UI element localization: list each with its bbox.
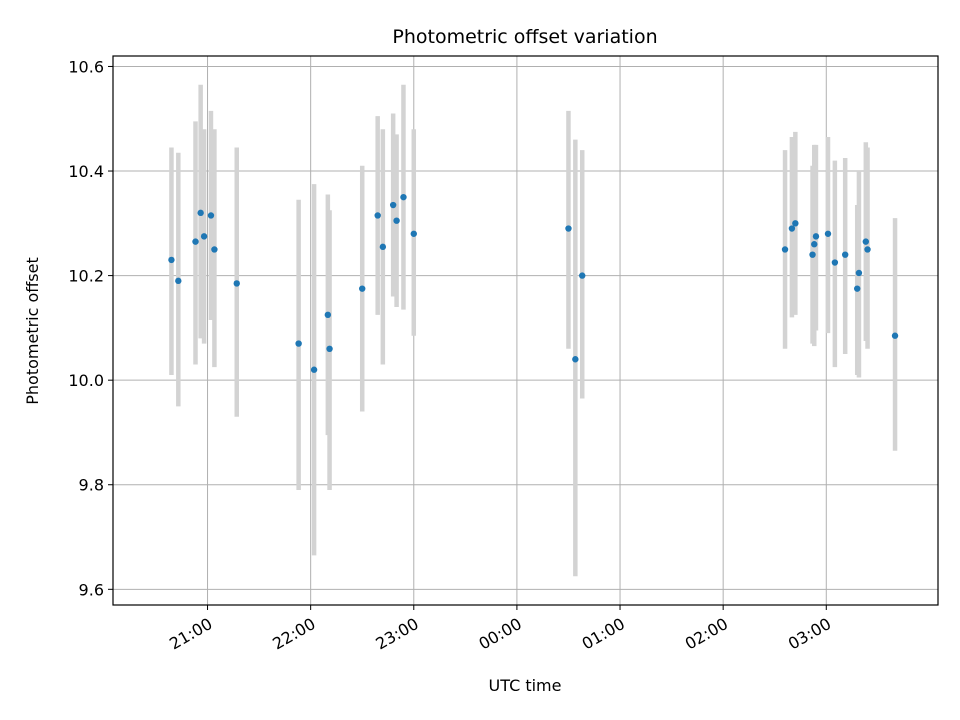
data-point (200, 233, 208, 240)
data-point (295, 340, 302, 347)
data-point (841, 251, 849, 258)
y-tick-label: 10.6 (68, 57, 104, 76)
data-point (891, 332, 899, 339)
data-point (374, 212, 381, 219)
data-point (175, 277, 182, 285)
point-layer (168, 193, 899, 373)
chart-title: Photometric offset variation (392, 26, 657, 48)
data-point (824, 230, 832, 237)
data-point (579, 272, 586, 279)
data-point (812, 233, 820, 240)
data-point (389, 201, 397, 209)
data-point (811, 241, 818, 248)
data-point (324, 311, 332, 319)
y-tick-label: 10.2 (68, 267, 104, 286)
data-point (862, 238, 870, 245)
data-point (168, 256, 175, 264)
data-point (379, 243, 387, 251)
data-point (855, 269, 863, 277)
y-axis: 9.6 9.8 10.0 10.2 10.4 10.6 (68, 57, 113, 599)
data-point (207, 212, 215, 219)
data-point (192, 238, 199, 245)
data-point (864, 246, 871, 253)
data-point (197, 209, 204, 217)
data-point (831, 259, 839, 266)
data-point (211, 246, 218, 253)
data-point (809, 251, 816, 258)
data-point (233, 280, 240, 287)
y-tick-label: 10.0 (68, 371, 104, 390)
y-tick-label: 9.6 (79, 580, 104, 599)
data-point (792, 220, 799, 227)
data-point (359, 285, 366, 292)
data-point (310, 366, 318, 373)
y-tick-label: 10.4 (68, 162, 104, 181)
y-axis-label: Photometric offset (23, 257, 42, 405)
data-point (854, 285, 861, 292)
y-tick-label: 9.8 (79, 476, 104, 495)
data-point (400, 193, 407, 201)
data-point (788, 225, 796, 232)
data-point (565, 225, 572, 232)
data-point (781, 246, 789, 253)
data-point (572, 356, 579, 363)
plot-frame (112, 55, 939, 606)
data-point (410, 230, 417, 237)
data-point (326, 345, 333, 352)
x-axis-label: UTC time (489, 676, 562, 695)
data-point (393, 217, 400, 224)
